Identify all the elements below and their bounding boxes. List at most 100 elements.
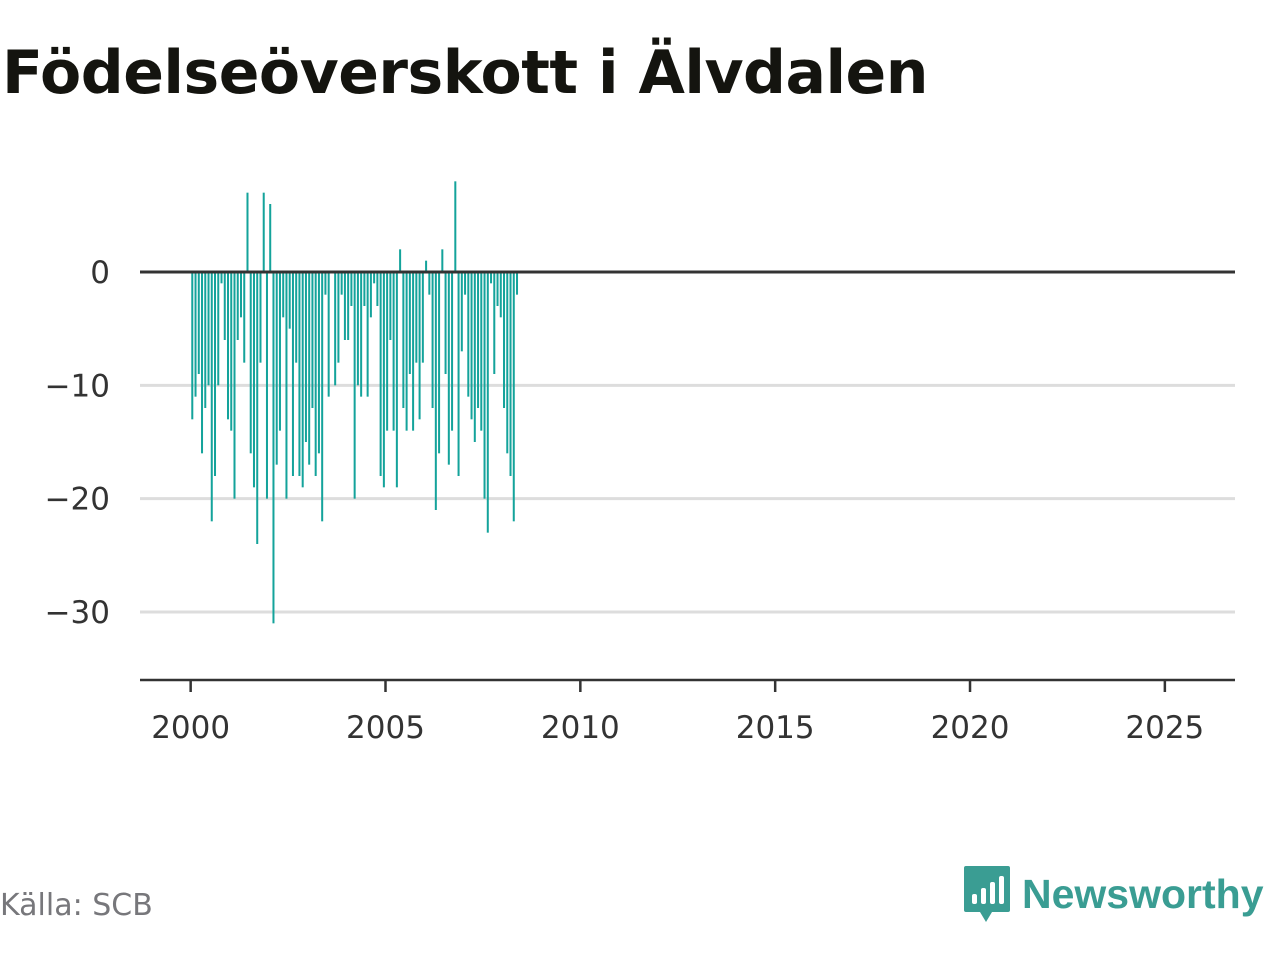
x-axis: 2000 2005 2010 2015 2020 2025 bbox=[140, 678, 1235, 746]
bar bbox=[308, 272, 311, 465]
bar bbox=[321, 272, 324, 522]
bar bbox=[395, 272, 398, 488]
bar bbox=[363, 272, 366, 306]
bar bbox=[262, 192, 265, 272]
bar bbox=[314, 272, 317, 476]
source-note: Källa: SCB bbox=[0, 888, 153, 923]
bar bbox=[214, 272, 217, 476]
bar bbox=[265, 272, 268, 499]
gridlines bbox=[140, 383, 1235, 614]
bar bbox=[425, 260, 428, 272]
bar bbox=[493, 272, 496, 374]
bar bbox=[223, 272, 226, 340]
bar bbox=[392, 272, 395, 431]
bar bbox=[324, 272, 327, 295]
bar bbox=[415, 272, 418, 363]
bar bbox=[464, 272, 467, 295]
bar bbox=[376, 272, 379, 306]
bar bbox=[509, 272, 512, 476]
bar bbox=[454, 181, 457, 272]
bar bbox=[477, 272, 480, 408]
bar bbox=[249, 272, 252, 454]
bar bbox=[197, 272, 200, 374]
bar bbox=[347, 272, 350, 340]
bar bbox=[243, 272, 246, 363]
bar bbox=[304, 272, 307, 442]
bar bbox=[278, 272, 281, 431]
bar bbox=[317, 272, 320, 454]
bar bbox=[421, 272, 424, 363]
brand-logo[interactable]: Newsworthy bbox=[962, 862, 1264, 926]
bar bbox=[207, 272, 210, 386]
bar bbox=[379, 272, 382, 476]
bar bbox=[389, 272, 392, 340]
bar bbox=[386, 272, 389, 431]
bar bbox=[412, 272, 415, 431]
bar bbox=[334, 272, 337, 386]
bar bbox=[340, 272, 343, 295]
bar bbox=[366, 272, 369, 397]
bar bbox=[204, 272, 207, 408]
bar bbox=[441, 249, 444, 272]
bar bbox=[217, 272, 220, 386]
bar bbox=[220, 272, 223, 284]
bar bbox=[295, 272, 298, 363]
y-axis: 0 −10 −20 −30 bbox=[45, 255, 110, 631]
bar bbox=[438, 272, 441, 454]
bar bbox=[298, 272, 301, 476]
bar bbox=[467, 272, 470, 397]
bar bbox=[512, 272, 515, 522]
bar bbox=[301, 272, 304, 488]
bar bbox=[269, 204, 272, 272]
bar bbox=[483, 272, 486, 499]
bar bbox=[288, 272, 291, 329]
bar bbox=[447, 272, 450, 465]
newsworthy-chart-bubble-icon bbox=[964, 866, 1010, 922]
x-tick-label: 2025 bbox=[1125, 710, 1204, 746]
bar bbox=[418, 272, 421, 420]
bar bbox=[408, 272, 411, 374]
bar bbox=[275, 272, 278, 465]
bar bbox=[353, 272, 356, 499]
bar bbox=[373, 272, 376, 284]
bar bbox=[246, 192, 249, 272]
bar bbox=[470, 272, 473, 420]
bar bbox=[434, 272, 437, 510]
bar bbox=[402, 272, 405, 408]
bar bbox=[457, 272, 460, 476]
bar bbox=[285, 272, 288, 499]
bar-series bbox=[140, 181, 1235, 624]
bar bbox=[473, 272, 476, 442]
bar bbox=[272, 272, 275, 624]
bar bbox=[506, 272, 509, 454]
bar bbox=[486, 272, 489, 533]
bar bbox=[291, 272, 294, 476]
bar bbox=[356, 272, 359, 386]
bar bbox=[399, 249, 402, 272]
bar bbox=[311, 272, 314, 408]
bar bbox=[226, 272, 230, 420]
bar bbox=[503, 272, 506, 408]
bar bbox=[516, 272, 519, 295]
bar bbox=[256, 272, 259, 544]
x-tick-label: 2015 bbox=[736, 710, 815, 746]
bar bbox=[360, 272, 363, 397]
bar bbox=[230, 272, 233, 431]
y-tick-label: −30 bbox=[45, 595, 110, 631]
bar bbox=[369, 272, 372, 318]
bar bbox=[405, 272, 408, 431]
bar bbox=[496, 272, 499, 306]
x-tick-label: 2020 bbox=[931, 710, 1010, 746]
bar bbox=[337, 272, 340, 363]
bar bbox=[191, 272, 194, 420]
chart-title: Födelseöverskott i Älvdalen bbox=[2, 38, 928, 108]
brand-name: Newsworthy bbox=[1022, 870, 1264, 917]
bar bbox=[252, 272, 255, 488]
bar bbox=[382, 272, 385, 488]
bar bbox=[282, 272, 285, 318]
bar bbox=[350, 272, 353, 306]
bar bbox=[428, 272, 431, 295]
y-tick-label: −20 bbox=[45, 482, 110, 518]
bar bbox=[259, 272, 262, 363]
